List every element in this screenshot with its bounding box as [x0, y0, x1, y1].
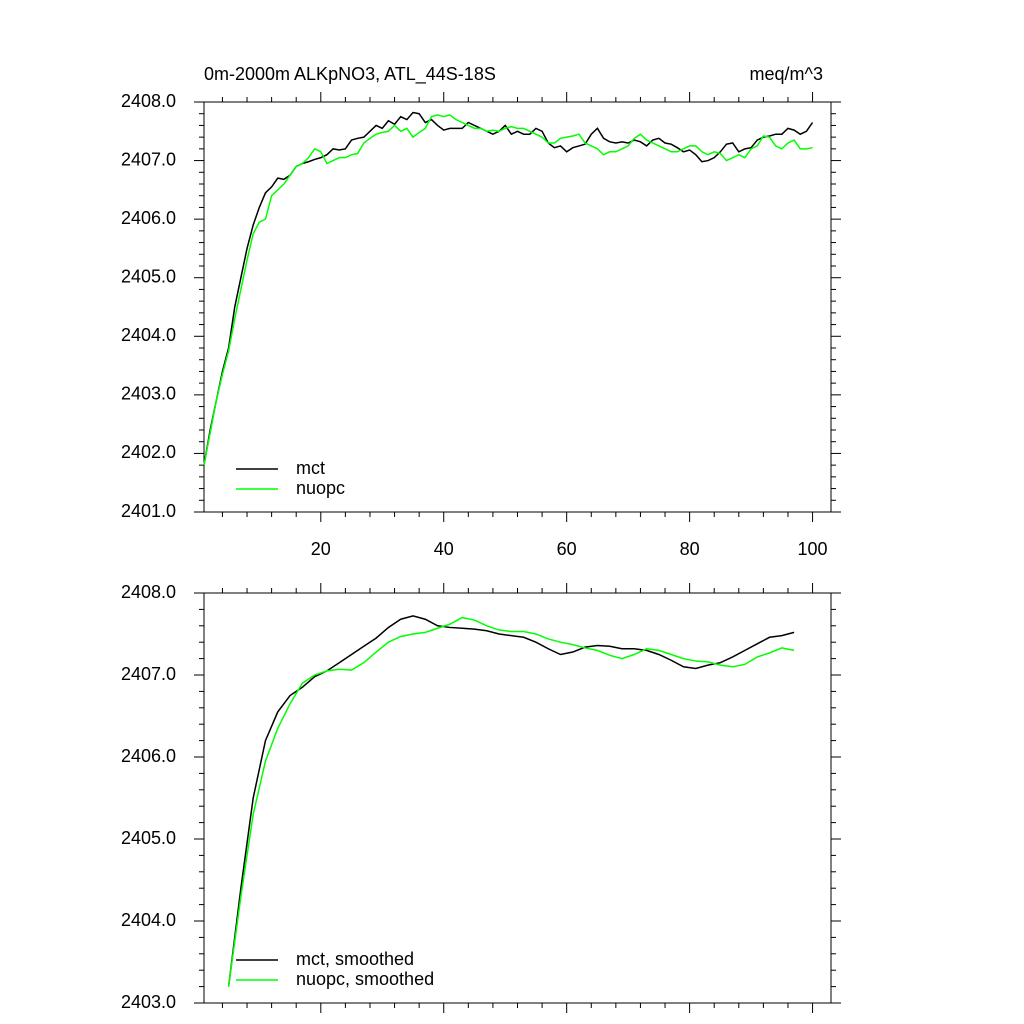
- data-line: [203, 111, 814, 466]
- legend-label: nuopc: [296, 478, 345, 498]
- y-tick-label: 2405.0: [121, 266, 176, 286]
- x-tick-label: 80: [680, 539, 700, 559]
- legend-label: mct, smoothed: [296, 949, 414, 969]
- y-tick-label: 2404.0: [121, 325, 176, 345]
- y-tick-label: 2402.0: [121, 442, 176, 462]
- y-tick-label: 2403.0: [121, 384, 176, 404]
- x-tick-label: 40: [434, 539, 454, 559]
- data-line: [227, 615, 795, 987]
- legend-label: nuopc, smoothed: [296, 969, 434, 989]
- y-tick-label: 2407.0: [121, 149, 176, 169]
- y-tick-label: 2407.0: [121, 664, 176, 684]
- y-tick-label: 2408.0: [121, 91, 176, 111]
- y-tick-label: 2405.0: [121, 828, 176, 848]
- data-line: [227, 616, 795, 987]
- y-tick-label: 2404.0: [121, 910, 176, 930]
- x-tick-label: 20: [311, 539, 331, 559]
- legend-label: mct: [296, 458, 325, 478]
- y-tick-label: 2408.0: [121, 582, 176, 602]
- y-tick-label: 2401.0: [121, 501, 176, 521]
- y-tick-label: 2406.0: [121, 746, 176, 766]
- units-label: meq/m^3: [750, 64, 823, 84]
- y-tick-label: 2403.0: [121, 992, 176, 1012]
- chart-title: 0m-2000m ALKpNO3, ATL_44S-18S: [204, 64, 496, 85]
- x-tick-label: 100: [798, 539, 828, 559]
- data-line: [203, 114, 813, 466]
- y-tick-label: 2406.0: [121, 208, 176, 228]
- x-tick-label: 60: [557, 539, 577, 559]
- plot-frame: [203, 101, 832, 513]
